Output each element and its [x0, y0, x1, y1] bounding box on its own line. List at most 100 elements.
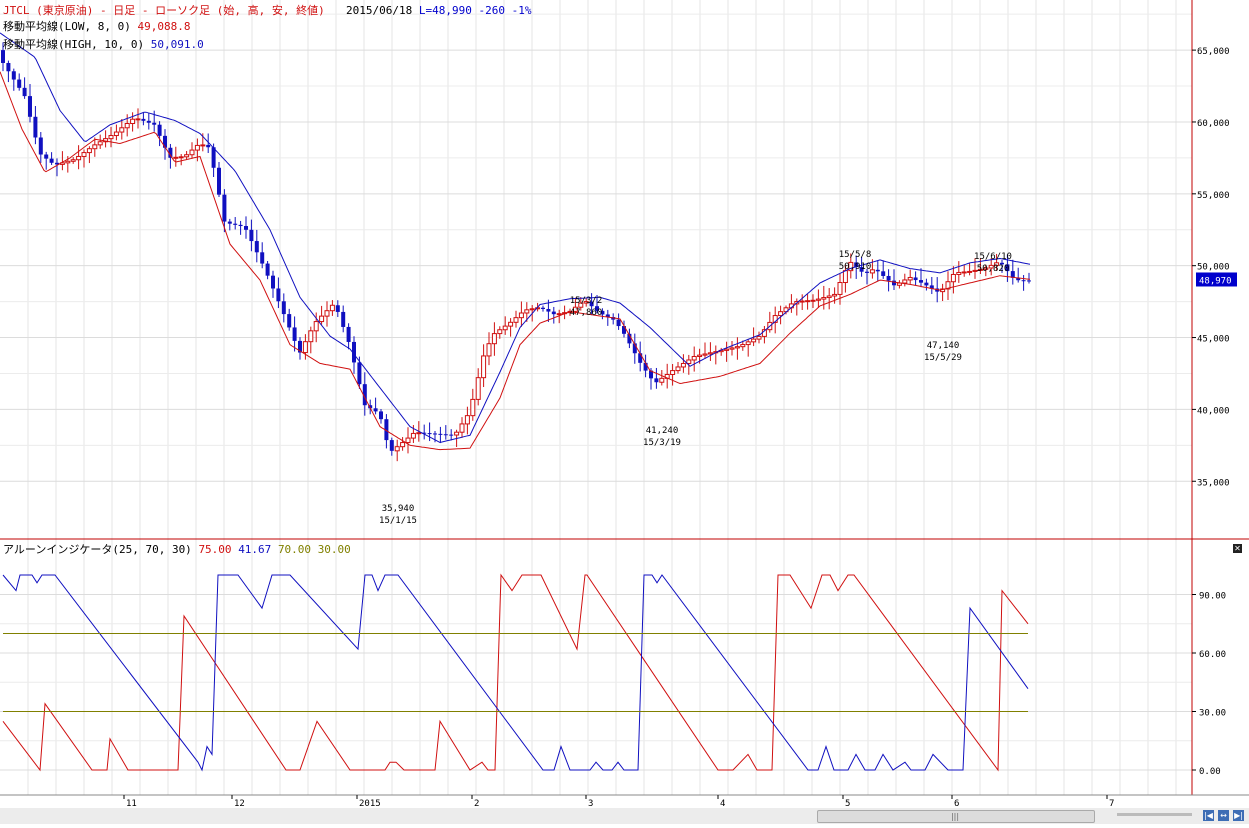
candle-body-up [113, 131, 119, 137]
annotation-value: 41,240 [646, 426, 679, 436]
candle-body-up [961, 271, 967, 274]
aroon-upper-level: 70.00 [277, 543, 312, 556]
candle-body-up [524, 309, 530, 314]
candle-body-up [313, 321, 319, 332]
candle-body-down [433, 433, 437, 435]
y-tick-label: 0.00 [1199, 767, 1221, 777]
candle-body-down [346, 326, 351, 342]
candle-body-down [55, 162, 59, 165]
x-tick-label: 7 [1109, 799, 1114, 809]
candle-body-down [33, 116, 38, 138]
candle-body-down [929, 285, 934, 289]
candle-body-up [988, 264, 994, 269]
candle-body-up [983, 267, 989, 270]
candle-body-down [11, 71, 16, 80]
candle-body-up [848, 261, 854, 272]
y-tick-label: 90.00 [1199, 592, 1226, 602]
candle-body-down [913, 277, 918, 281]
candle-body-up [729, 347, 735, 350]
candle-body-up [124, 123, 130, 129]
candle-body-up [302, 341, 308, 354]
ma-low-line [0, 71, 1031, 451]
candle-body-up [707, 352, 713, 355]
candle-body-up [686, 359, 692, 364]
candle-body-up [308, 330, 314, 343]
aroon-legend: アルーンインジケータ(25, 70, 30) 75.00 41.67 70.00… [3, 543, 351, 556]
horizontal-scrollbar[interactable]: ||| [817, 810, 1095, 823]
candle-body-up [821, 297, 827, 300]
candle-body-up [778, 311, 784, 317]
candle-body-up [410, 432, 416, 439]
annotation-value: 50,910 [839, 262, 872, 272]
candle-body-up [470, 398, 476, 417]
candle-body-up [842, 270, 848, 284]
ma-low-value: 49,088.8 [137, 20, 191, 33]
candle-body-down [865, 271, 869, 273]
candle-body-down [859, 267, 864, 272]
ma-low-label: 移動平均線(LOW, 8, 0) [3, 20, 131, 33]
candle-body-down [217, 167, 221, 195]
zoom-fit-button[interactable]: ↔ [1218, 810, 1229, 821]
candle-body-up [697, 354, 703, 357]
aroon-label: アルーンインジケータ(25, 70, 30) [3, 543, 192, 556]
y-tick-label: 55,000 [1197, 191, 1230, 201]
candle-body-up [86, 148, 92, 154]
close-icon[interactable]: ✕ [1233, 544, 1242, 553]
candle-body-down [1, 50, 5, 63]
candle-body-up [583, 301, 589, 304]
candle-body-down [373, 408, 378, 412]
candle-body-up [751, 338, 757, 343]
annotation-value: 47,140 [927, 341, 960, 351]
candle-body-up [400, 442, 406, 448]
candle-body-down [146, 120, 151, 123]
candle-body-up [826, 295, 832, 299]
candle-body-up [108, 135, 114, 140]
candle-body-up [130, 118, 136, 125]
annotation-date: 15/5/29 [924, 353, 962, 363]
scroll-start-button[interactable]: |◀ [1203, 810, 1214, 821]
zoom-slider[interactable] [1117, 813, 1192, 816]
candle-body-up [81, 152, 87, 157]
candle-body-up [967, 270, 973, 273]
x-tick-label: 2015 [359, 799, 381, 809]
aroon-down-value: 41.67 [238, 543, 272, 556]
candle-body-down [352, 341, 356, 363]
candle-body-up [70, 159, 76, 162]
candle-body-up [902, 279, 908, 284]
candle-body-up [319, 315, 325, 323]
candle-body-up [805, 300, 811, 303]
candle-body-down [654, 378, 659, 383]
candle-body-up [502, 325, 508, 331]
y-tick-label: 35,000 [1197, 478, 1230, 488]
candle-body-up [178, 156, 184, 159]
candle-body-down [244, 226, 248, 230]
scroll-grip-icon[interactable]: ||| [950, 812, 960, 821]
chart-type-label: - ローソク足 [141, 4, 211, 17]
candle-body-up [189, 149, 195, 156]
candle-body-down [271, 275, 275, 289]
x-tick-label: 12 [234, 799, 245, 809]
candle-body-down [854, 262, 859, 268]
candle-body-down [28, 96, 32, 117]
candle-body-down [287, 314, 292, 328]
candle-body-up [772, 315, 778, 323]
candle-body-down [541, 307, 545, 309]
candle-body-up [518, 312, 524, 319]
annotation-date: 15/3/19 [643, 438, 681, 448]
x-tick-label: 6 [954, 799, 959, 809]
candle-body-down [276, 288, 281, 302]
candle-body-down [632, 343, 637, 354]
scroll-end-button[interactable]: ▶| [1233, 810, 1244, 821]
candle-body-up [680, 362, 686, 368]
candle-body-down [1000, 262, 1004, 265]
candle-body-down [206, 144, 211, 148]
candle-body-down [1027, 280, 1031, 282]
aroon-down-line [2, 574, 1029, 772]
candle-body-up [405, 437, 411, 444]
symbol-name: (東京原油) [36, 4, 94, 17]
candle-body-down [152, 122, 157, 125]
y-tick-label: 65,000 [1197, 47, 1230, 57]
annotation-date: 15/3/2 [570, 296, 603, 306]
candle-body-down [1016, 277, 1021, 281]
